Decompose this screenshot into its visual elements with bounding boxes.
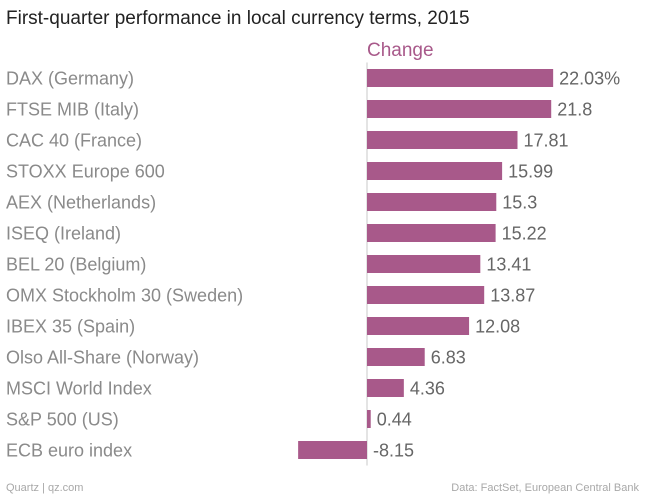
category-label: BEL 20 (Belgium) bbox=[6, 255, 146, 275]
series-header: Change bbox=[367, 40, 434, 61]
bar bbox=[367, 162, 503, 180]
category-label: Olso All-Share (Norway) bbox=[6, 348, 199, 368]
category-label: STOXX Europe 600 bbox=[6, 162, 165, 182]
bar bbox=[367, 193, 497, 211]
bar bbox=[367, 286, 485, 304]
category-label: OMX Stockholm 30 (Sweden) bbox=[6, 286, 243, 306]
category-label: ISEQ (Ireland) bbox=[6, 224, 121, 244]
value-label: 0.44 bbox=[377, 410, 412, 430]
category-label: FTSE MIB (Italy) bbox=[6, 100, 139, 120]
value-label: -8.15 bbox=[373, 441, 414, 461]
value-label: 13.41 bbox=[486, 255, 531, 275]
category-label: IBEX 35 (Spain) bbox=[6, 317, 135, 337]
value-label: 12.08 bbox=[475, 317, 520, 337]
bar bbox=[298, 441, 367, 459]
value-label: 21.8 bbox=[557, 100, 592, 120]
value-label: 22.03% bbox=[559, 69, 620, 89]
bar bbox=[367, 348, 425, 366]
bar bbox=[367, 255, 481, 273]
bar bbox=[367, 100, 552, 118]
category-label: ECB euro index bbox=[6, 441, 132, 461]
value-label: 6.83 bbox=[431, 348, 466, 368]
value-label: 15.3 bbox=[502, 193, 537, 213]
value-label: 4.36 bbox=[410, 379, 445, 399]
category-label: DAX (Germany) bbox=[6, 69, 134, 89]
source-credit: Quartz | qz.com bbox=[6, 482, 84, 494]
bar bbox=[367, 379, 404, 397]
category-label: MSCI World Index bbox=[6, 379, 152, 399]
bar bbox=[367, 69, 554, 87]
value-label: 13.87 bbox=[490, 286, 535, 306]
value-label: 15.99 bbox=[508, 162, 553, 182]
category-label: S&P 500 (US) bbox=[6, 410, 119, 430]
data-source: Data: FactSet, European Central Bank bbox=[451, 482, 639, 494]
category-label: AEX (Netherlands) bbox=[6, 193, 156, 213]
value-label: 15.22 bbox=[502, 224, 547, 244]
bar bbox=[367, 131, 518, 149]
bar bbox=[367, 317, 470, 335]
bar bbox=[367, 224, 496, 242]
value-label: 17.81 bbox=[523, 131, 568, 151]
chart-title: First-quarter performance in local curre… bbox=[6, 8, 470, 29]
bar bbox=[367, 410, 371, 428]
category-label: CAC 40 (France) bbox=[6, 131, 142, 151]
